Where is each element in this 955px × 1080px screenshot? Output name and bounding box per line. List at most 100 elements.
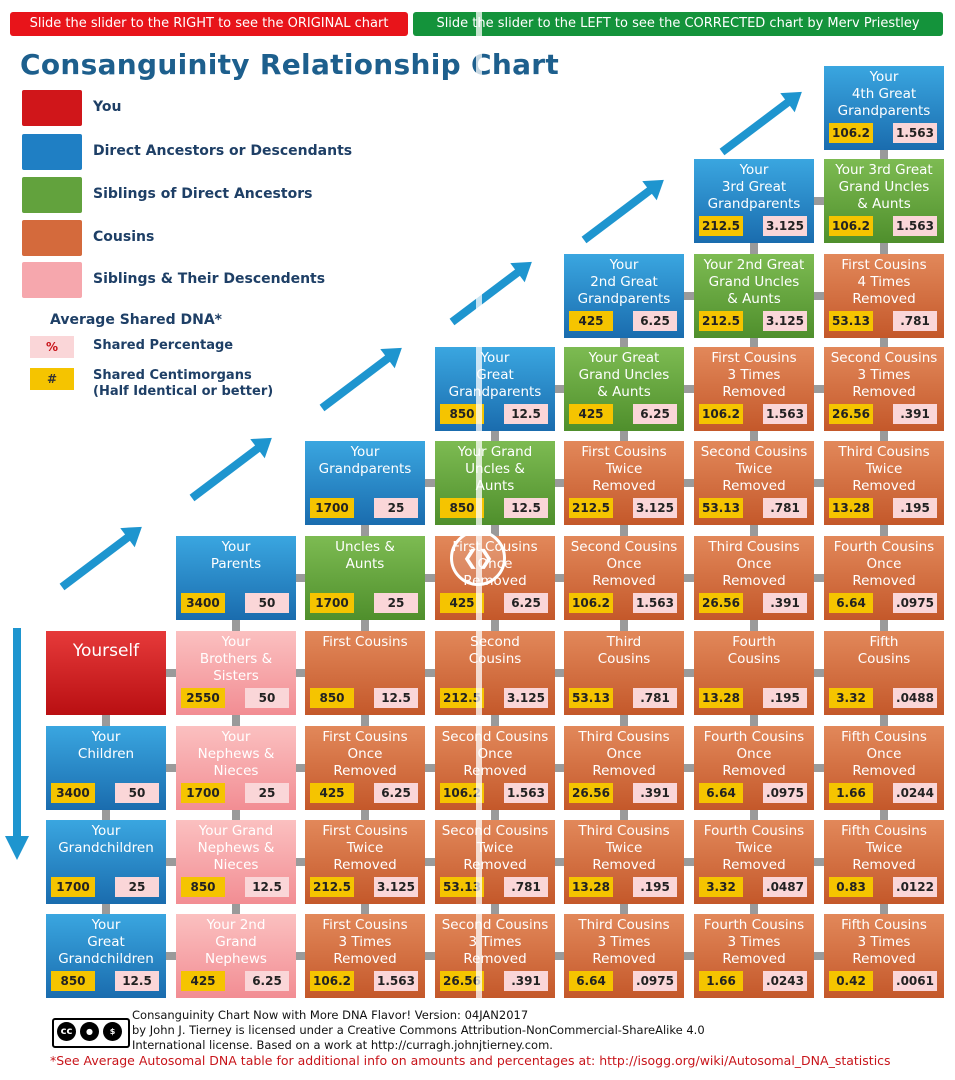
relationship-name: Second Cousins 3 Times Removed [441, 917, 549, 967]
cell-fourth-cousins-once-removed: Fourth Cousins Once Removed 6.64 .0975 [694, 726, 814, 810]
shared-percentage: 1.563 [504, 783, 548, 803]
cell-second-cousins-twice-removed: Second Cousins Twice Removed 53.13 .781 [435, 820, 555, 904]
shared-centimorgans: 6.64 [829, 593, 873, 613]
shared-centimorgans: 26.56 [569, 783, 613, 803]
cell-fourth-cousins-twice-removed: Fourth Cousins Twice Removed 3.32 .0487 [694, 820, 814, 904]
connector [620, 904, 628, 914]
shared-centimorgans: 26.56 [699, 593, 743, 613]
connector [814, 764, 824, 772]
shared-percentage: .0243 [763, 971, 807, 991]
shared-percentage: 1.563 [374, 971, 418, 991]
connector [296, 858, 305, 866]
connector [750, 243, 758, 254]
legend-label: Siblings of Direct Ancestors [93, 186, 313, 202]
diagonal-arrow-icon [189, 444, 262, 502]
shared-centimorgans: 13.28 [569, 877, 613, 897]
shared-centimorgans: 53.13 [699, 498, 743, 518]
relationship-name: Second Cousins Once Removed [570, 539, 678, 589]
shared-percentage: .781 [763, 498, 807, 518]
shared-centimorgans: 3400 [51, 783, 95, 803]
shared-centimorgans: 2550 [181, 688, 225, 708]
connector [750, 338, 758, 347]
connector [555, 764, 564, 772]
connector [491, 715, 499, 726]
cell-first-cousins-3-times-removed: First Cousins 3 Times Removed 106.2 1.563 [694, 347, 814, 431]
shared-centimorgans: 1700 [51, 877, 95, 897]
cell-fifth-cousins-twice-removed: Fifth Cousins Twice Removed 0.83 .0122 [824, 820, 944, 904]
connector [880, 338, 888, 347]
connector [555, 669, 564, 677]
relationship-name: First Cousins 3 Times Removed [711, 350, 797, 400]
relationship-name: Your Grand Nephews & Nieces [197, 823, 275, 873]
relationship-name: Your 2nd Great Grandparents [577, 257, 671, 307]
relationship-name: Your Brothers & Sisters [199, 634, 273, 684]
connector [814, 952, 824, 960]
cm-sample: # [30, 368, 74, 390]
shared-centimorgans: 212.5 [699, 311, 743, 331]
legend-label: Cousins [93, 229, 155, 245]
relationship-name: Third Cousins Once Removed [708, 539, 800, 589]
cell-your-great-grandparents: Your Great Grandparents 850 12.5 [435, 347, 555, 431]
legend-label: Direct Ancestors or Descendants [93, 143, 353, 159]
connector [361, 620, 369, 631]
slider-handle-icon[interactable]: ❮ ❯ [450, 530, 506, 586]
shared-centimorgans: 1700 [310, 593, 354, 613]
relationship-name: Your Grand Uncles & Aunts [457, 444, 533, 494]
connector [425, 952, 435, 960]
connector [620, 338, 628, 347]
shared-percentage: 6.25 [245, 971, 289, 991]
cell-your-2nd-grand-nephews: Your 2nd Grand Nephews 425 6.25 [176, 914, 296, 998]
creative-commons-icon: cc ● $ [52, 1018, 130, 1048]
diagonal-arrow-icon [719, 98, 792, 156]
shared-centimorgans: 1.66 [829, 783, 873, 803]
shared-percentage: 6.25 [504, 593, 548, 613]
connector [684, 479, 694, 487]
shared-percentage: 12.5 [115, 971, 159, 991]
relationship-name: Fourth Cousins 3 Times Removed [703, 917, 805, 967]
chart-title: Consanguinity Relationship Chart [20, 48, 560, 81]
connector [425, 858, 435, 866]
shared-percentage: .391 [763, 593, 807, 613]
connector [684, 292, 694, 300]
legend-swatch [22, 90, 82, 126]
connector [814, 292, 824, 300]
connector [620, 525, 628, 536]
connector [425, 479, 435, 487]
cell-fifth-cousins: Fifth Cousins 3.32 .0488 [824, 631, 944, 715]
connector [620, 620, 628, 631]
shared-percentage: 12.5 [504, 404, 548, 424]
connector [232, 620, 240, 631]
relationship-name: Your Great Grandparents [448, 350, 542, 400]
connector [684, 574, 694, 582]
shared-percentage: 3.125 [633, 498, 677, 518]
shared-centimorgans: 13.28 [699, 688, 743, 708]
relationship-name: Third Cousins [597, 634, 651, 667]
cell-your-nephews-nieces: Your Nephews & Nieces 1700 25 [176, 726, 296, 810]
connector [361, 715, 369, 726]
relationship-name: Yourself [72, 641, 140, 661]
relationship-name: Your Grandchildren [58, 823, 154, 856]
cell-second-cousins-once-removed: Second Cousins Once Removed 106.2 1.563 [564, 536, 684, 620]
shared-centimorgans: 106.2 [699, 404, 743, 424]
shared-centimorgans: 13.28 [829, 498, 873, 518]
percent-label: Shared Percentage [93, 338, 234, 353]
shared-centimorgans: 53.13 [829, 311, 873, 331]
relationship-name: Your Children [77, 729, 135, 762]
cell-second-cousins: Second Cousins 212.5 3.125 [435, 631, 555, 715]
shared-percentage: .195 [633, 877, 677, 897]
relationship-name: First Cousins Twice Removed [322, 823, 408, 873]
cell-your-grand-nephews-nieces: Your Grand Nephews & Nieces 850 12.5 [176, 820, 296, 904]
connector [555, 952, 564, 960]
connector [555, 385, 564, 393]
cell-your-great-grandchildren: Your Great Grandchildren 850 12.5 [46, 914, 166, 998]
connector [880, 715, 888, 726]
diagonal-arrow-icon [581, 186, 654, 244]
diagonal-arrow-icon [449, 268, 522, 326]
cell-third-cousins-once-removed: Third Cousins Once Removed 26.56 .391 [694, 536, 814, 620]
shared-percentage: 25 [245, 783, 289, 803]
connector [684, 669, 694, 677]
relationship-name: Fifth Cousins Twice Removed [841, 823, 927, 873]
shared-centimorgans: 850 [440, 404, 484, 424]
shared-centimorgans: 212.5 [569, 498, 613, 518]
shared-centimorgans: 425 [181, 971, 225, 991]
